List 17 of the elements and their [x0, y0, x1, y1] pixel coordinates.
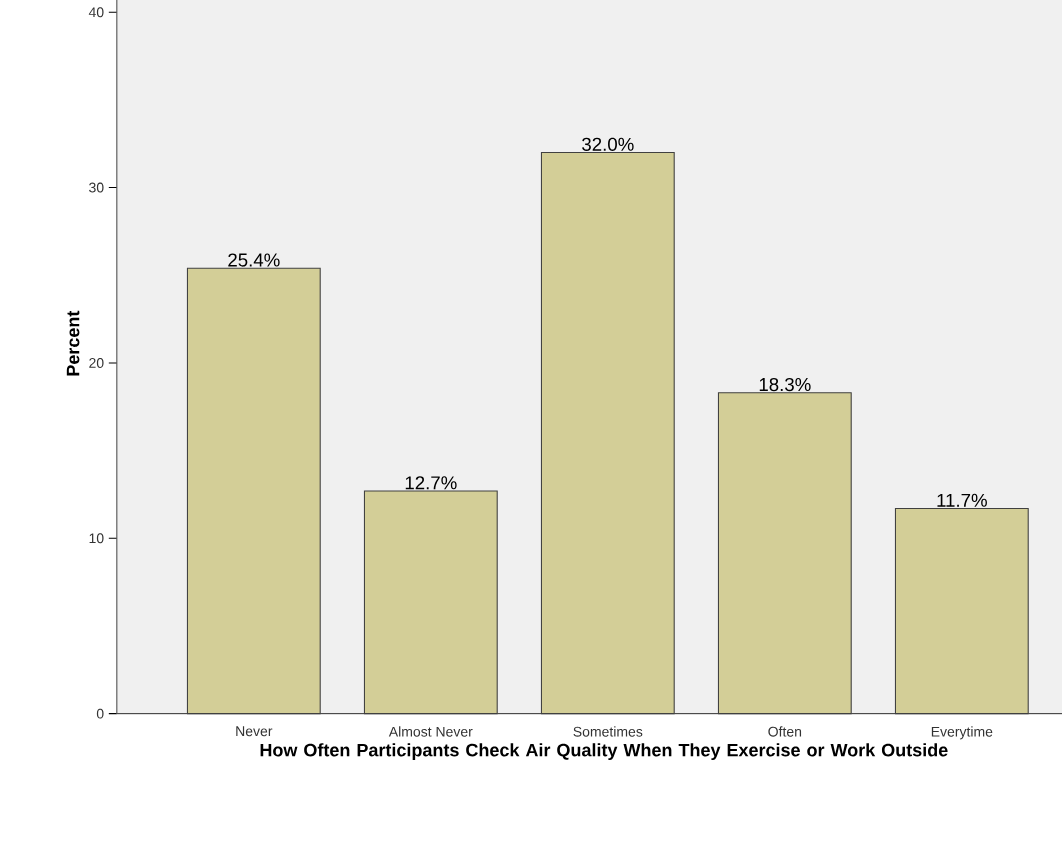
x-tick-label: Often — [768, 726, 802, 737]
data-label: 25.4% — [228, 253, 280, 267]
y-tick-label: 30 — [89, 182, 104, 193]
x-tick-label: Everytime — [931, 726, 993, 740]
y-tick-label: 10 — [89, 533, 104, 544]
y-tick-label: 0 — [96, 708, 104, 719]
x-axis-title: How Often Participants Check Air Quality When They Exercise or Work Outside — [260, 743, 948, 761]
y-tick-label: 20 — [89, 357, 104, 368]
data-label: 32.0% — [582, 137, 634, 151]
data-label: 11.7% — [937, 493, 987, 507]
data-label: 12.7% — [405, 476, 457, 490]
x-tick-label: Sometimes — [573, 726, 643, 737]
x-tick-label: Almost Never — [388, 726, 473, 737]
y-tick-label: 40 — [88, 7, 104, 18]
data-label: 18.3% — [759, 377, 811, 392]
y-axis-title: Percent — [66, 310, 80, 376]
x-tick-label: Never — [236, 726, 273, 737]
